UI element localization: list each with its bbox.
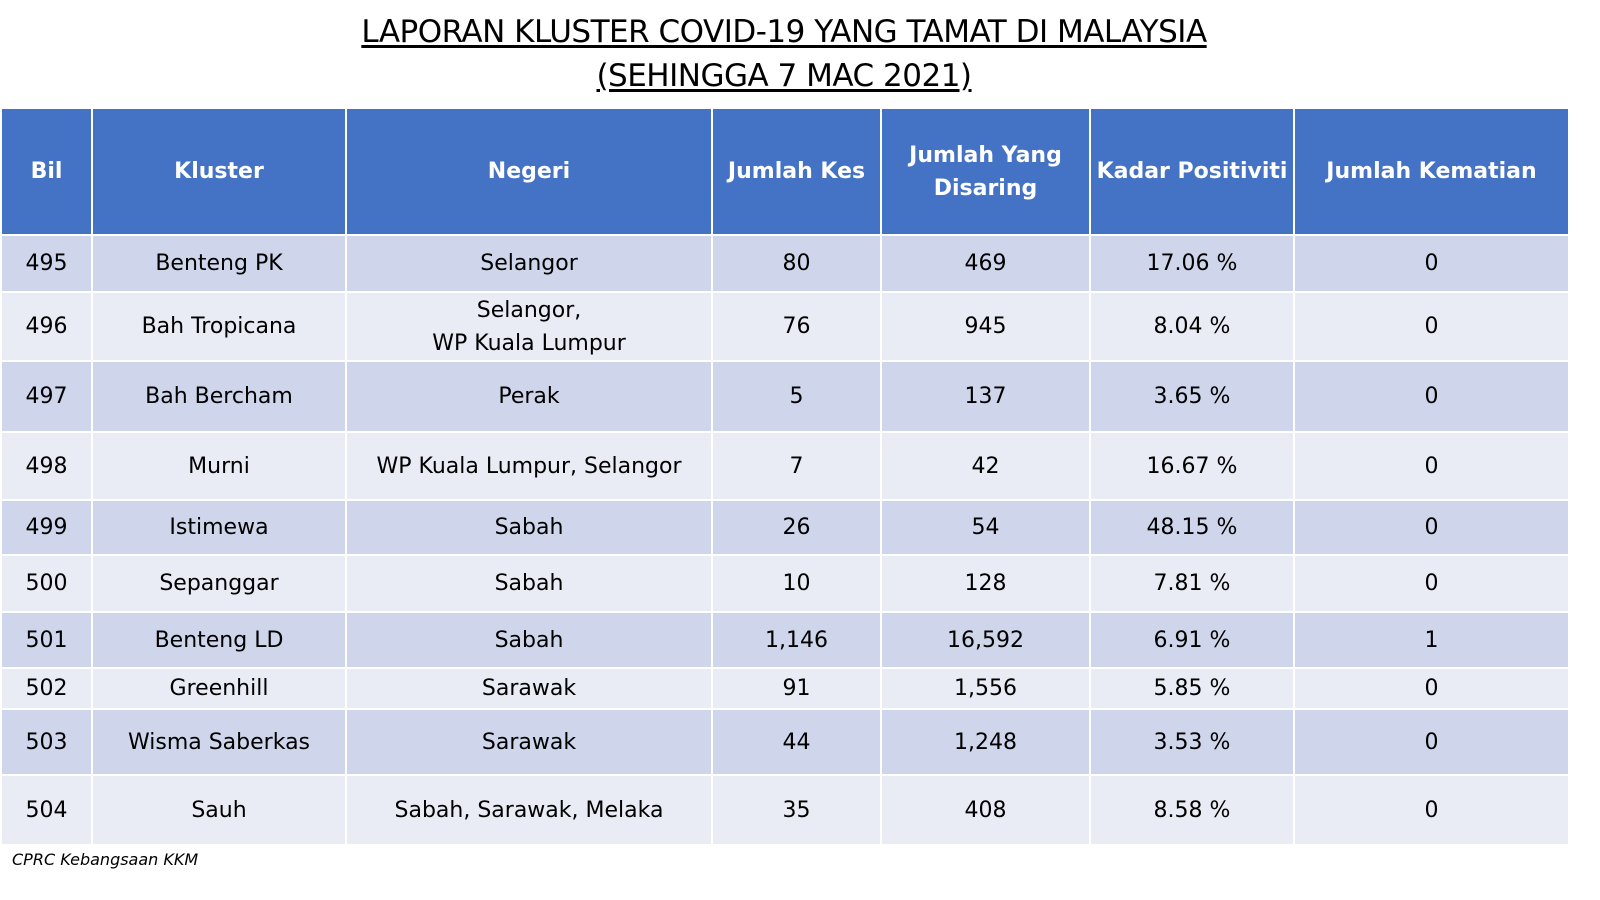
cell-disaring: 1,248 — [880, 708, 1091, 776]
table-row: 496 Bah Tropicana Selangor, WP Kuala Lump… — [0, 291, 1570, 362]
cell-kes: 91 — [711, 667, 882, 710]
table-row: 498 Murni WP Kuala Lumpur, Selangor 7 42… — [0, 431, 1570, 501]
cell-positiviti: 17.06 % — [1089, 234, 1295, 293]
header-jumlah-kematian: Jumlah Kematian — [1293, 107, 1570, 236]
cell-kluster: Greenhill — [91, 667, 347, 710]
table-row: 503 Wisma Saberkas Sarawak 44 1,248 3.53… — [0, 708, 1570, 776]
cell-kematian: 0 — [1293, 291, 1570, 362]
cell-kluster: Sauh — [91, 774, 347, 846]
header-jumlah-disaring-line1: Jumlah Yang — [909, 142, 1062, 168]
cell-disaring: 54 — [880, 499, 1091, 556]
cell-kluster: Sepanggar — [91, 554, 347, 613]
cell-disaring: 137 — [880, 360, 1091, 433]
cell-kluster: Benteng PK — [91, 234, 347, 293]
cell-kluster: Benteng LD — [91, 611, 347, 669]
cell-kes: 1,146 — [711, 611, 882, 669]
cell-kematian: 0 — [1293, 667, 1570, 710]
page-title: LAPORAN KLUSTER COVID-19 YANG TAMAT DI M… — [0, 10, 1568, 98]
source-footnote: CPRC Kebangsaan KKM — [12, 850, 199, 869]
cell-positiviti: 6.91 % — [1089, 611, 1295, 669]
header-bil: Bil — [0, 107, 93, 236]
table-body: 495 Benteng PK Selangor 80 469 17.06 % 0… — [0, 234, 1570, 846]
cell-bil: 495 — [0, 234, 93, 293]
cell-positiviti: 8.58 % — [1089, 774, 1295, 846]
cell-kematian: 0 — [1293, 554, 1570, 613]
cell-positiviti: 8.04 % — [1089, 291, 1295, 362]
cell-kematian: 0 — [1293, 499, 1570, 556]
cell-bil: 499 — [0, 499, 93, 556]
cell-negeri: Selangor — [345, 234, 713, 293]
header-kluster: Kluster — [91, 107, 347, 236]
cell-positiviti: 5.85 % — [1089, 667, 1295, 710]
cell-disaring: 1,556 — [880, 667, 1091, 710]
cell-negeri: Sarawak — [345, 708, 713, 776]
cell-kematian: 0 — [1293, 360, 1570, 433]
cell-kematian: 0 — [1293, 431, 1570, 501]
cell-kluster: Wisma Saberkas — [91, 708, 347, 776]
table-row: 499 Istimewa Sabah 26 54 48.15 % 0 — [0, 499, 1570, 556]
cell-negeri: Selangor, WP Kuala Lumpur — [345, 291, 713, 362]
cell-disaring: 128 — [880, 554, 1091, 613]
cell-negeri: WP Kuala Lumpur, Selangor — [345, 431, 713, 501]
cell-bil: 500 — [0, 554, 93, 613]
cell-negeri: Sabah — [345, 554, 713, 613]
cell-negeri-line1: Selangor, — [476, 297, 582, 323]
header-jumlah-disaring: Jumlah Yang Disaring — [880, 107, 1091, 236]
cell-kes: 10 — [711, 554, 882, 613]
cell-negeri: Sabah, Sarawak, Melaka — [345, 774, 713, 846]
cell-kes: 76 — [711, 291, 882, 362]
cell-bil: 496 — [0, 291, 93, 362]
table-row: 497 Bah Bercham Perak 5 137 3.65 % 0 — [0, 360, 1570, 433]
cell-positiviti: 3.65 % — [1089, 360, 1295, 433]
cell-kematian: 0 — [1293, 234, 1570, 293]
cell-kematian: 0 — [1293, 774, 1570, 846]
cell-kes: 26 — [711, 499, 882, 556]
cell-bil: 498 — [0, 431, 93, 501]
cell-kes: 35 — [711, 774, 882, 846]
cell-kluster: Bah Bercham — [91, 360, 347, 433]
cell-bil: 502 — [0, 667, 93, 710]
cell-kluster: Bah Tropicana — [91, 291, 347, 362]
cell-kes: 80 — [711, 234, 882, 293]
cell-kematian: 1 — [1293, 611, 1570, 669]
cell-kluster: Istimewa — [91, 499, 347, 556]
cell-kematian: 0 — [1293, 708, 1570, 776]
cell-disaring: 16,592 — [880, 611, 1091, 669]
cell-kes: 5 — [711, 360, 882, 433]
cell-kluster: Murni — [91, 431, 347, 501]
table-row: 501 Benteng LD Sabah 1,146 16,592 6.91 %… — [0, 611, 1570, 669]
cell-bil: 501 — [0, 611, 93, 669]
cell-kes: 7 — [711, 431, 882, 501]
title-line-1: LAPORAN KLUSTER COVID-19 YANG TAMAT DI M… — [361, 14, 1207, 50]
cell-positiviti: 16.67 % — [1089, 431, 1295, 501]
title-line-2: (SEHINGGA 7 MAC 2021) — [596, 58, 972, 94]
header-jumlah-disaring-line2: Disaring — [933, 175, 1038, 201]
cell-positiviti: 3.53 % — [1089, 708, 1295, 776]
header-jumlah-kes: Jumlah Kes — [711, 107, 882, 236]
cell-positiviti: 7.81 % — [1089, 554, 1295, 613]
table-row: 495 Benteng PK Selangor 80 469 17.06 % 0 — [0, 234, 1570, 293]
table-row: 502 Greenhill Sarawak 91 1,556 5.85 % 0 — [0, 667, 1570, 710]
table-header-row: Bil Kluster Negeri Jumlah Kes Jumlah Yan… — [0, 107, 1570, 236]
cell-disaring: 42 — [880, 431, 1091, 501]
cell-disaring: 469 — [880, 234, 1091, 293]
header-negeri: Negeri — [345, 107, 713, 236]
cell-bil: 503 — [0, 708, 93, 776]
cell-negeri: Perak — [345, 360, 713, 433]
header-kadar-positiviti: Kadar Positiviti — [1089, 107, 1295, 236]
cell-negeri-line2: WP Kuala Lumpur — [432, 330, 626, 356]
table-row: 504 Sauh Sabah, Sarawak, Melaka 35 408 8… — [0, 774, 1570, 846]
cell-bil: 497 — [0, 360, 93, 433]
cell-negeri: Sabah — [345, 499, 713, 556]
cell-disaring: 945 — [880, 291, 1091, 362]
cell-negeri: Sabah — [345, 611, 713, 669]
cell-bil: 504 — [0, 774, 93, 846]
cell-kes: 44 — [711, 708, 882, 776]
cell-negeri: Sarawak — [345, 667, 713, 710]
cluster-table: Bil Kluster Negeri Jumlah Kes Jumlah Yan… — [0, 107, 1570, 846]
cell-disaring: 408 — [880, 774, 1091, 846]
table-row: 500 Sepanggar Sabah 10 128 7.81 % 0 — [0, 554, 1570, 613]
cell-positiviti: 48.15 % — [1089, 499, 1295, 556]
